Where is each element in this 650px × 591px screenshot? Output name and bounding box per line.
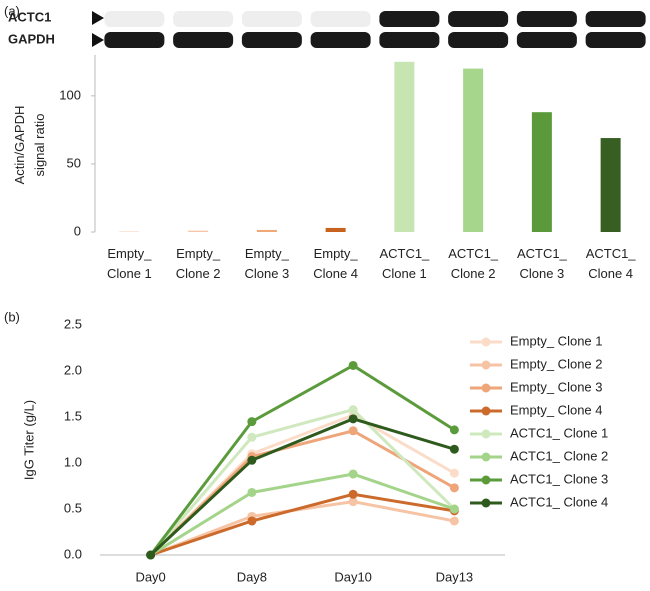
- legend-marker: [481, 498, 491, 508]
- point: [348, 426, 358, 436]
- point: [348, 469, 358, 479]
- bar: [600, 138, 621, 232]
- y-axis-label: Actin/GAPDH signal ratio: [12, 105, 47, 185]
- bar: [531, 112, 552, 232]
- y-tick-label: 1.0: [64, 454, 82, 469]
- x-tick-label: Empty_ Clone 2: [175, 246, 221, 281]
- y-tick-label: 0.0: [64, 546, 82, 561]
- bar: [325, 227, 346, 232]
- bar: [256, 229, 277, 232]
- y-tick-label: 50: [67, 155, 81, 170]
- point: [247, 487, 257, 497]
- blot-band: [585, 11, 646, 27]
- point: [348, 414, 358, 424]
- line: [149, 407, 456, 556]
- point: [449, 425, 459, 435]
- legend-label: ACTC1_ Clone 2: [510, 448, 608, 463]
- blot-band: [241, 11, 302, 27]
- x-tick-label: ACTC1_ Clone 2: [448, 246, 499, 281]
- point: [348, 497, 358, 507]
- line: [150, 492, 455, 557]
- blot-band: [310, 11, 371, 27]
- point: [449, 444, 459, 454]
- legend-label: ACTC1_ Clone 3: [510, 471, 608, 486]
- legend-label: Empty_ Clone 2: [510, 356, 603, 371]
- x-tick-label: ACTC1_ Clone 4: [585, 246, 636, 281]
- blot-band: [448, 11, 509, 27]
- y-tick-label: 2.0: [64, 362, 82, 377]
- x-tick-label: Day13: [436, 569, 474, 584]
- x-tick-label: Empty_ Clone 1: [106, 246, 152, 281]
- legend-marker: [481, 360, 491, 370]
- legend-marker: [481, 475, 491, 485]
- legend-marker: [481, 406, 491, 416]
- y-tick-label: 2.5: [64, 316, 82, 331]
- blot-band: [241, 32, 302, 48]
- blot-band: [104, 32, 165, 48]
- x-tick-label: Day0: [135, 569, 165, 584]
- blot-band: [310, 32, 371, 48]
- blot-band: [104, 11, 165, 27]
- legend-marker: [481, 337, 491, 347]
- blot-band: [379, 32, 440, 48]
- y-tick-label: 100: [59, 87, 81, 102]
- panel-label: (a): [4, 3, 20, 18]
- blot-band: [448, 32, 509, 48]
- blot-band: [173, 32, 234, 48]
- line: [149, 363, 456, 556]
- x-tick-label: Day10: [334, 569, 372, 584]
- blot-band: [173, 11, 234, 27]
- point: [449, 483, 459, 493]
- y-tick-label: 0: [74, 223, 81, 238]
- legend-label: Empty_ Clone 3: [510, 379, 603, 394]
- point: [247, 516, 257, 526]
- legend-marker: [481, 452, 491, 462]
- blot-band: [379, 11, 440, 27]
- point: [348, 360, 358, 370]
- line: [149, 472, 455, 557]
- point: [449, 504, 459, 514]
- point: [348, 489, 358, 499]
- line: [149, 417, 455, 557]
- y-tick-label: 1.5: [64, 408, 82, 423]
- bar: [119, 231, 140, 232]
- legend-marker: [481, 429, 491, 439]
- point: [348, 405, 358, 415]
- legend-label: ACTC1_ Clone 1: [510, 425, 608, 440]
- point: [247, 455, 257, 465]
- blot-band: [516, 32, 577, 48]
- bar: [463, 68, 484, 232]
- point: [449, 468, 459, 478]
- y-tick-label: 0.5: [64, 500, 82, 515]
- blot-arrow: [92, 33, 104, 47]
- blot-label: ACTC1: [8, 9, 51, 24]
- blot-band: [585, 32, 646, 48]
- point: [449, 516, 459, 526]
- bar: [394, 61, 415, 232]
- x-tick-label: ACTC1_ Clone 1: [379, 246, 430, 281]
- point: [247, 417, 257, 427]
- legend-marker: [481, 383, 491, 393]
- blot-arrow: [92, 11, 104, 25]
- legend-label: Empty_ Clone 4: [510, 402, 603, 417]
- x-tick-label: Empty_ Clone 3: [244, 246, 290, 281]
- point: [247, 432, 257, 442]
- panel-label: (b): [4, 309, 20, 324]
- y-axis-label: IgG Titer (g/L): [21, 400, 36, 480]
- x-tick-label: Empty_ Clone 4: [313, 246, 359, 281]
- blot-band: [516, 11, 577, 27]
- legend-label: Empty_ Clone 1: [510, 333, 603, 348]
- blot-label: GAPDH: [8, 31, 55, 46]
- x-tick-label: ACTC1_ Clone 3: [516, 246, 567, 281]
- point: [146, 550, 156, 560]
- legend-label: ACTC1_ Clone 4: [510, 494, 608, 509]
- x-tick-label: Day8: [237, 569, 267, 584]
- bar: [188, 230, 209, 232]
